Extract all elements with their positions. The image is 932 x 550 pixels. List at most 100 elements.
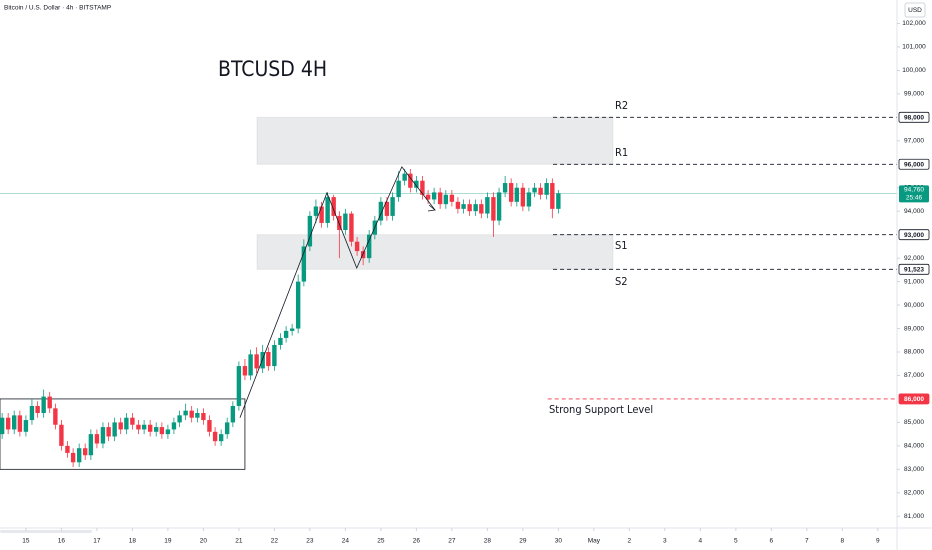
x-tick-label: 16 <box>58 538 66 545</box>
candle-body <box>242 366 248 376</box>
candle-body <box>65 445 70 453</box>
candle-body <box>11 415 17 430</box>
y-tick-label: 97,000 <box>904 138 924 145</box>
candle-body <box>236 366 242 406</box>
y-tick-label: 83,000 <box>904 466 924 473</box>
level-name: R1 <box>615 146 628 159</box>
candle-body <box>307 215 313 247</box>
zone <box>256 234 614 270</box>
candle-body <box>520 187 526 207</box>
y-tick-label: 84,000 <box>904 443 924 450</box>
zones <box>0 116 897 470</box>
candle-body <box>29 405 35 421</box>
candle-body <box>177 415 182 423</box>
candle-body <box>23 420 29 432</box>
candle-body <box>455 201 461 209</box>
candle-body <box>431 192 437 200</box>
candle-body <box>343 213 348 230</box>
candle-body <box>165 429 171 435</box>
x-tick-label: 20 <box>200 538 208 545</box>
level-price-label: 96,000 <box>904 161 924 168</box>
candle-body <box>402 173 407 181</box>
candle-body <box>396 180 401 198</box>
x-tick-label: 3 <box>663 538 667 545</box>
candle-body <box>349 213 354 242</box>
countdown: 25:46 <box>906 195 923 202</box>
candle-body <box>41 396 46 414</box>
y-tick-label: 81,000 <box>904 513 924 520</box>
candle-body <box>260 352 265 369</box>
x-tick-label: 15 <box>22 538 30 545</box>
candle-body <box>496 192 502 221</box>
candle-body <box>514 187 520 202</box>
candle-body <box>35 405 40 414</box>
candle-body <box>195 413 200 418</box>
last-price-label: 94,760 <box>904 187 924 194</box>
currency[interactable]: USD <box>908 7 922 14</box>
candle-body <box>106 427 111 437</box>
candle-body <box>508 183 514 202</box>
x-tick-label: 22 <box>271 538 279 545</box>
currency-box[interactable] <box>904 2 926 18</box>
candle-body <box>295 281 301 329</box>
range-box <box>0 398 246 470</box>
x-tick-label: 6 <box>770 538 774 545</box>
candle-body <box>502 183 508 193</box>
candle-body <box>212 431 218 442</box>
x-tick-label: 26 <box>413 538 421 545</box>
candle-body <box>408 173 413 188</box>
candle-body <box>337 215 342 230</box>
candle-body <box>88 434 94 456</box>
candle-body <box>378 201 384 221</box>
y-tick-label: 88,000 <box>904 349 924 356</box>
candle-body <box>366 234 372 259</box>
candle-body <box>414 180 419 188</box>
candle-body <box>479 204 484 214</box>
candle-body <box>254 354 259 369</box>
candle-body <box>354 241 360 252</box>
candle-body <box>289 328 295 331</box>
candle-body <box>532 187 537 193</box>
scrollbar <box>0 530 92 533</box>
y-tick-label: 85,000 <box>904 419 924 426</box>
candle-body <box>331 197 336 216</box>
candle-body <box>248 354 253 376</box>
x-tick-label: 24 <box>342 538 350 545</box>
zigzag <box>239 166 436 418</box>
x-tick-label: 23 <box>306 538 314 545</box>
candle-body <box>224 422 230 435</box>
y-tick-label: 92,000 <box>904 255 924 262</box>
level-price-box <box>898 263 930 275</box>
y-tick-label: 90,000 <box>904 302 924 309</box>
arrow-head <box>427 204 436 212</box>
candle-body <box>201 413 206 421</box>
y-tick-label: 100,000 <box>902 67 926 74</box>
level-price-box <box>898 158 930 170</box>
candle-body <box>17 415 23 432</box>
candle-body <box>544 183 549 195</box>
candle-body <box>100 427 106 444</box>
y-tick-label: 91,000 <box>904 278 924 285</box>
candle-body <box>278 337 283 345</box>
candle-body <box>526 192 532 207</box>
candle-body <box>420 180 425 195</box>
candle-body <box>313 206 319 216</box>
candle-body <box>118 422 123 430</box>
x-tick-label: 30 <box>555 538 563 545</box>
candle-body <box>141 424 147 430</box>
x-tick-label: 27 <box>448 538 456 545</box>
candle-body <box>283 330 289 338</box>
candle-body <box>319 206 324 223</box>
plot <box>0 116 897 467</box>
y-tick-label: 94,000 <box>904 208 924 215</box>
candle-body <box>301 246 307 282</box>
candle-body <box>183 410 188 416</box>
level-name: R2 <box>615 99 628 112</box>
candle-body <box>70 452 76 463</box>
level-name: S1 <box>615 239 628 252</box>
level-price-box <box>898 393 930 405</box>
level-price-label: 98,000 <box>904 115 924 122</box>
candle-body <box>425 194 431 200</box>
x-tick-label: 19 <box>164 538 172 545</box>
